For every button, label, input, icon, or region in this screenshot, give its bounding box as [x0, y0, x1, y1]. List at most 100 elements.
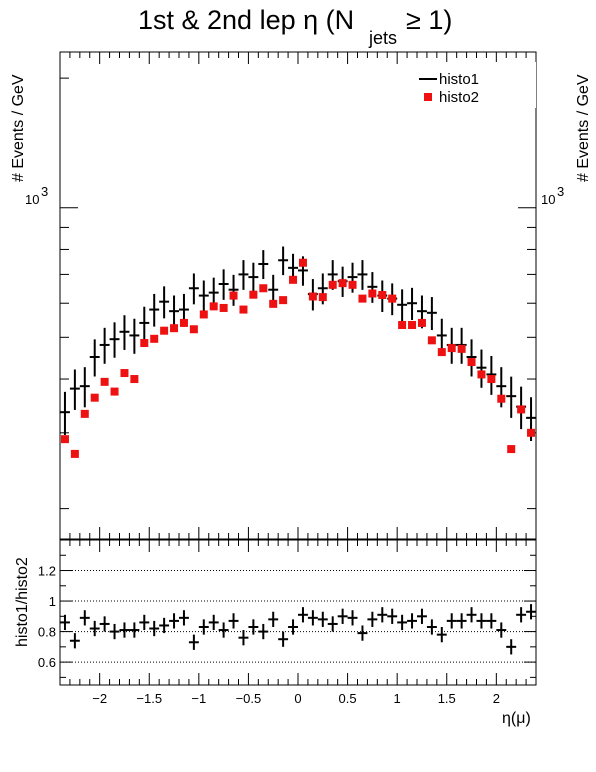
histo2-point-40 [457, 344, 466, 353]
ratio-y-axis: 0.6 0.8 1 1.2 [38, 554, 536, 678]
ratio-point-33 [387, 608, 398, 624]
histo2-point-0 [60, 435, 69, 444]
y-tick-exp-left: 3 [41, 184, 48, 199]
ratio-point-46 [516, 607, 527, 623]
histo2-point-13 [189, 325, 198, 334]
histo2-point-25 [308, 292, 317, 301]
ratio-point-6 [119, 622, 130, 638]
histo1-point-0 [60, 391, 70, 435]
ratio-point-4 [99, 616, 110, 632]
histo1-point-13 [188, 273, 199, 305]
ratio-point-17 [228, 613, 239, 629]
ratio-point-18 [238, 630, 249, 646]
ratio-point-39 [446, 613, 457, 629]
ratio-x-tick-label: 1.5 [438, 691, 456, 706]
chart-title: 1st & 2nd lep η (N jets ≥ 1) [118, 0, 452, 48]
ratio-grid [60, 570, 536, 663]
histo2-point-12 [179, 318, 188, 327]
histo1-point-34 [397, 289, 408, 322]
histo2-point-16 [219, 303, 228, 312]
ratio-point-41 [466, 607, 477, 623]
histo2-point-36 [417, 318, 426, 327]
histo1-point-37 [426, 297, 437, 331]
histo2-point-17 [229, 291, 238, 300]
ratio-point-11 [169, 613, 179, 629]
legend-histo2-marker [424, 93, 432, 101]
histo2-point-15 [209, 302, 218, 311]
histo1-point-16 [218, 269, 229, 300]
ratio-y-axis-label: histo1/histo2 [14, 557, 31, 647]
title-tail: ≥ 1) [406, 5, 452, 35]
histo2-point-20 [259, 284, 268, 293]
ratio-point-1 [69, 633, 80, 649]
ratio-y-tick-label: 1 [49, 594, 56, 609]
series-histo2 [60, 258, 536, 458]
ratio-point-31 [367, 611, 378, 627]
histo1-point-31 [367, 272, 378, 303]
histo1-point-35 [407, 287, 417, 320]
histo2-point-6 [120, 369, 129, 378]
ratio-point-23 [288, 619, 298, 635]
histo1-point-42 [476, 349, 487, 388]
histo2-point-26 [318, 293, 327, 302]
ratio-point-14 [198, 619, 209, 635]
ratio-point-19 [248, 619, 259, 635]
ratio-point-0 [60, 614, 70, 631]
ratio-point-32 [377, 607, 388, 623]
ratio-point-43 [486, 613, 497, 629]
histo1-point-3 [89, 339, 100, 377]
histo1-point-22 [278, 246, 289, 276]
ratio-point-37 [426, 619, 437, 635]
histo2-point-37 [427, 336, 436, 345]
histo2-point-41 [467, 358, 476, 367]
histo2-point-4 [100, 377, 109, 386]
ratio-point-21 [268, 611, 279, 627]
title-subscript: jets [368, 28, 397, 48]
ratio-point-24 [298, 607, 308, 623]
ratio-x-tick-label: 0.5 [339, 691, 357, 706]
y-tick-base-right: 10 [541, 192, 555, 207]
ratio-x-tick-label: −1.5 [136, 691, 162, 706]
ratio-point-13 [188, 634, 199, 650]
ratio-point-40 [456, 613, 467, 629]
ratio-point-42 [476, 613, 487, 629]
ratio-x-axis: −2 −1.5 −1 −0.5 0 0.5 1 1.5 2 [59, 540, 537, 706]
y-axis-label-left: # Events / GeV [10, 74, 27, 182]
main-x-axis-ticks [59, 52, 537, 539]
histo1-point-1 [69, 369, 80, 410]
ratio-point-44 [496, 622, 507, 638]
histo1-point-9 [149, 293, 160, 327]
ratio-point-34 [397, 614, 408, 631]
histo1-point-45 [506, 376, 517, 418]
ratio-point-5 [109, 623, 120, 640]
ratio-x-tick-label: 2 [493, 691, 500, 706]
ratio-point-3 [89, 620, 100, 637]
histo1-point-5 [109, 322, 120, 358]
histo2-point-22 [279, 296, 288, 305]
histo2-point-27 [328, 280, 337, 289]
histo2-point-34 [398, 321, 407, 330]
ratio-point-30 [357, 625, 368, 641]
y-tick-label-1000-right: 10 3 [541, 184, 564, 207]
x-axis-label: η(μ) [502, 710, 531, 727]
ratio-point-8 [139, 614, 150, 631]
ratio-point-9 [149, 620, 160, 637]
ratio-point-35 [407, 613, 417, 629]
histo2-point-23 [289, 275, 298, 284]
ratio-point-20 [258, 623, 269, 640]
ratio-point-10 [159, 617, 170, 634]
histo1-point-30 [357, 260, 368, 290]
histo1-point-11 [169, 295, 179, 329]
histo2-point-7 [130, 375, 139, 384]
ratio-x-tick-label: 1 [394, 691, 401, 706]
y-tick-base-left: 10 [25, 192, 39, 207]
histo1-point-20 [258, 250, 269, 280]
ratio-point-2 [79, 610, 90, 626]
ratio-point-45 [506, 639, 517, 655]
histo2-point-45 [507, 445, 516, 454]
histo2-point-28 [338, 279, 347, 288]
histo1-point-4 [99, 327, 110, 364]
histo1-point-2 [79, 367, 90, 408]
histo2-point-21 [269, 299, 278, 308]
histo1-point-38 [436, 318, 447, 354]
